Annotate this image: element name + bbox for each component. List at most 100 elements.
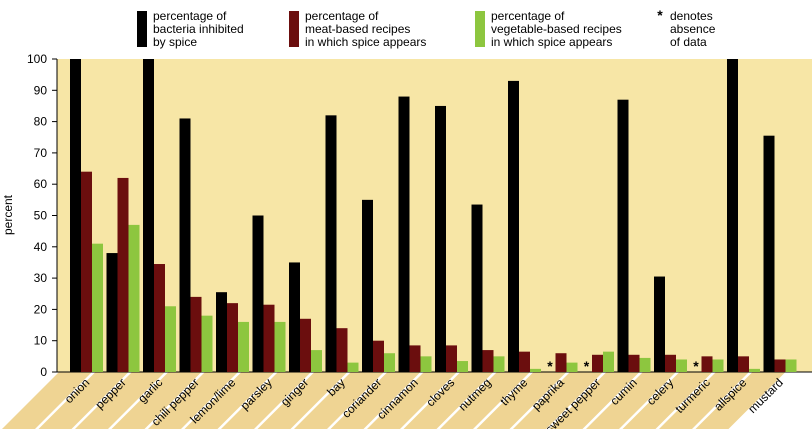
legend-label: vegetable-based recipes xyxy=(491,22,622,36)
category-label-band xyxy=(111,372,202,429)
y-tick-label: 70 xyxy=(34,146,48,160)
y-axis-label: percent xyxy=(1,194,15,235)
bar xyxy=(373,340,384,372)
y-tick-label: 30 xyxy=(34,271,48,285)
bar xyxy=(785,359,797,372)
bar xyxy=(628,354,640,372)
legend-label: by spice xyxy=(153,35,197,49)
category-label-band xyxy=(659,372,749,429)
bar xyxy=(446,345,457,372)
bar xyxy=(508,80,519,372)
bar xyxy=(398,96,410,372)
category-label-band xyxy=(476,372,567,429)
legend-label: percentage of xyxy=(305,9,379,23)
bar xyxy=(143,59,154,372)
bar xyxy=(325,115,337,372)
bar xyxy=(471,204,483,372)
category-label-band xyxy=(2,372,92,429)
category-label-band xyxy=(586,372,676,429)
legend-label: in which spice appears xyxy=(491,35,612,49)
bar xyxy=(654,276,665,372)
y-tick-label: 20 xyxy=(34,302,48,316)
y-tick-label: 0 xyxy=(40,365,47,379)
legend-swatch xyxy=(289,11,299,47)
bar xyxy=(227,303,238,372)
bar xyxy=(201,315,213,372)
bar xyxy=(701,356,713,372)
bar xyxy=(216,292,227,372)
category-label-band xyxy=(622,372,713,429)
bar xyxy=(435,105,446,372)
category-label-band xyxy=(549,372,640,429)
legend-note-label: absence xyxy=(670,22,716,36)
bar xyxy=(179,118,191,372)
bar xyxy=(117,177,129,372)
bar xyxy=(238,321,249,372)
y-tick-label: 100 xyxy=(27,52,47,66)
bar xyxy=(362,199,373,372)
bar xyxy=(81,171,92,372)
bar xyxy=(252,215,264,372)
y-tick-label: 40 xyxy=(34,240,48,254)
bar xyxy=(519,351,530,372)
bar xyxy=(70,59,81,372)
legend-label: percentage of xyxy=(491,9,565,23)
bar xyxy=(774,359,786,372)
bar xyxy=(555,353,567,372)
bar xyxy=(566,362,578,372)
bar xyxy=(106,253,118,372)
bar xyxy=(749,368,760,372)
bar xyxy=(154,264,165,372)
bar xyxy=(165,306,176,372)
bar xyxy=(190,296,202,372)
bar xyxy=(420,356,432,372)
bar xyxy=(263,304,275,372)
legend-note-label: denotes xyxy=(670,9,713,23)
bar xyxy=(482,350,494,372)
bars: * * * xyxy=(70,59,797,374)
no-data-marker: * xyxy=(693,358,699,374)
category-label-band xyxy=(148,372,238,429)
category-label-band xyxy=(513,372,603,429)
no-data-marker: * xyxy=(547,358,553,374)
bar xyxy=(128,224,140,372)
bar xyxy=(409,345,421,372)
legend-label: meat-based recipes xyxy=(305,22,410,36)
bar xyxy=(665,354,676,372)
legend-label: in which spice appears xyxy=(305,35,426,49)
bar xyxy=(274,321,286,372)
bar xyxy=(336,328,348,372)
bar xyxy=(712,359,724,372)
category-label-band xyxy=(367,372,457,429)
y-tick-label: 90 xyxy=(34,83,48,97)
category-label-band xyxy=(330,372,421,429)
legend-label: percentage of xyxy=(153,9,227,23)
bar xyxy=(530,368,541,372)
category-label-band xyxy=(695,372,786,429)
category-label-band xyxy=(75,372,165,429)
bar xyxy=(347,362,359,372)
bar xyxy=(384,353,395,372)
bar xyxy=(617,99,629,372)
legend-swatch xyxy=(475,11,485,47)
bar xyxy=(738,356,749,372)
category-label-band xyxy=(294,372,384,429)
y-tick-label: 60 xyxy=(34,177,48,191)
bar xyxy=(493,356,505,372)
bar xyxy=(603,351,614,372)
legend-swatch xyxy=(137,11,147,47)
y-tick-label: 10 xyxy=(34,334,48,348)
bar xyxy=(289,262,300,372)
legend-label: bacteria inhibited xyxy=(153,22,244,36)
legend-note-label: of data xyxy=(670,35,707,49)
bar xyxy=(592,354,603,372)
bar xyxy=(300,318,311,372)
bar xyxy=(311,350,322,372)
y-tick-label: 80 xyxy=(34,115,48,129)
category-label-band xyxy=(440,372,530,429)
category-label-band xyxy=(257,372,348,429)
bar xyxy=(676,359,687,372)
